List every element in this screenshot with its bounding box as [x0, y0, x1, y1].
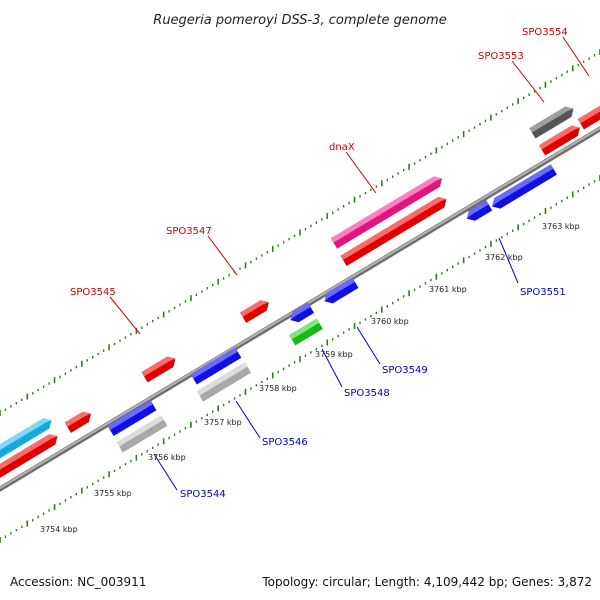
scale-label-3757: 3757 kbp	[204, 418, 242, 427]
gene-feature-spo3545[interactable]	[141, 354, 178, 383]
gene-feature-spo3544[interactable]	[107, 399, 157, 437]
gene-feature-red-left-1[interactable]	[0, 431, 61, 490]
gene-feature-spo3551[interactable]	[489, 164, 557, 211]
gene-label-spo3551[interactable]: SPO3551	[520, 287, 566, 298]
gene-feature-blue-3551a[interactable]	[464, 200, 493, 224]
gene-label-spo3545[interactable]: SPO3545	[70, 287, 116, 298]
scale-label-3758: 3758 kbp	[259, 384, 297, 393]
gene-feature-cyan[interactable]	[0, 415, 55, 474]
scale-labels: 3754 kbp 3755 kbp 3756 kbp 3757 kbp 3758…	[40, 222, 580, 534]
gene-label-spo3549[interactable]: SPO3549	[382, 365, 428, 376]
reverse-labels: SPO3544 SPO3546 SPO3548 SPO3549 SPO3551	[153, 237, 566, 500]
gene-label-spo3546[interactable]: SPO3546	[262, 437, 308, 448]
scale-label-3763: 3763 kbp	[542, 222, 580, 231]
gene-label-spo3548[interactable]: SPO3548	[344, 388, 390, 399]
inner-tick-ring	[0, 175, 600, 543]
gene-label-spo3554[interactable]: SPO3554	[522, 27, 568, 38]
gene-feature-blue-3548[interactable]	[287, 302, 315, 326]
gene-label-dnax[interactable]: dnaX	[329, 142, 355, 153]
gene-label-spo3553[interactable]: SPO3553	[478, 51, 524, 62]
scale-label-3762: 3762 kbp	[485, 253, 523, 262]
gene-feature-spo3548[interactable]	[289, 318, 323, 346]
gene-feature-spo3546[interactable]	[190, 347, 242, 385]
outer-tick-ring	[0, 49, 600, 416]
gene-feature-spo3549[interactable]	[321, 277, 359, 307]
gene-feature-dnax[interactable]	[330, 173, 445, 249]
map-title: Ruegeria pomeroyi DSS-3, complete genome	[153, 13, 446, 28]
gene-feature-spo3553[interactable]	[529, 103, 576, 139]
accession-text: Accession: NC_003911	[10, 575, 146, 589]
forward-labels: SPO3545 SPO3547 dnaX SPO3553 SPO3554	[70, 27, 590, 335]
gene-label-spo3544[interactable]: SPO3544	[180, 489, 226, 500]
gene-feature-gray-3546[interactable]	[196, 362, 252, 402]
scale-label-3760: 3760 kbp	[371, 317, 409, 326]
gene-feature-red-left-2[interactable]	[64, 409, 94, 433]
gene-feature-gray-3544[interactable]	[116, 415, 168, 453]
scale-label-3755: 3755 kbp	[94, 489, 132, 498]
gene-label-spo3547[interactable]: SPO3547	[166, 226, 212, 237]
gene-feature-red-right-1[interactable]	[539, 123, 583, 156]
scale-label-3759: 3759 kbp	[315, 350, 353, 359]
gene-feature-spo3554[interactable]	[577, 99, 600, 130]
scale-label-3761: 3761 kbp	[429, 285, 467, 294]
gene-feature-red-under-dnax[interactable]	[340, 194, 449, 267]
gene-feature-spo3547[interactable]	[240, 297, 272, 323]
scale-label-3756: 3756 kbp	[148, 453, 186, 462]
scale-label-3754: 3754 kbp	[40, 525, 78, 534]
genome-summary-text: Topology: circular; Length: 4,109,442 bp…	[261, 575, 592, 589]
